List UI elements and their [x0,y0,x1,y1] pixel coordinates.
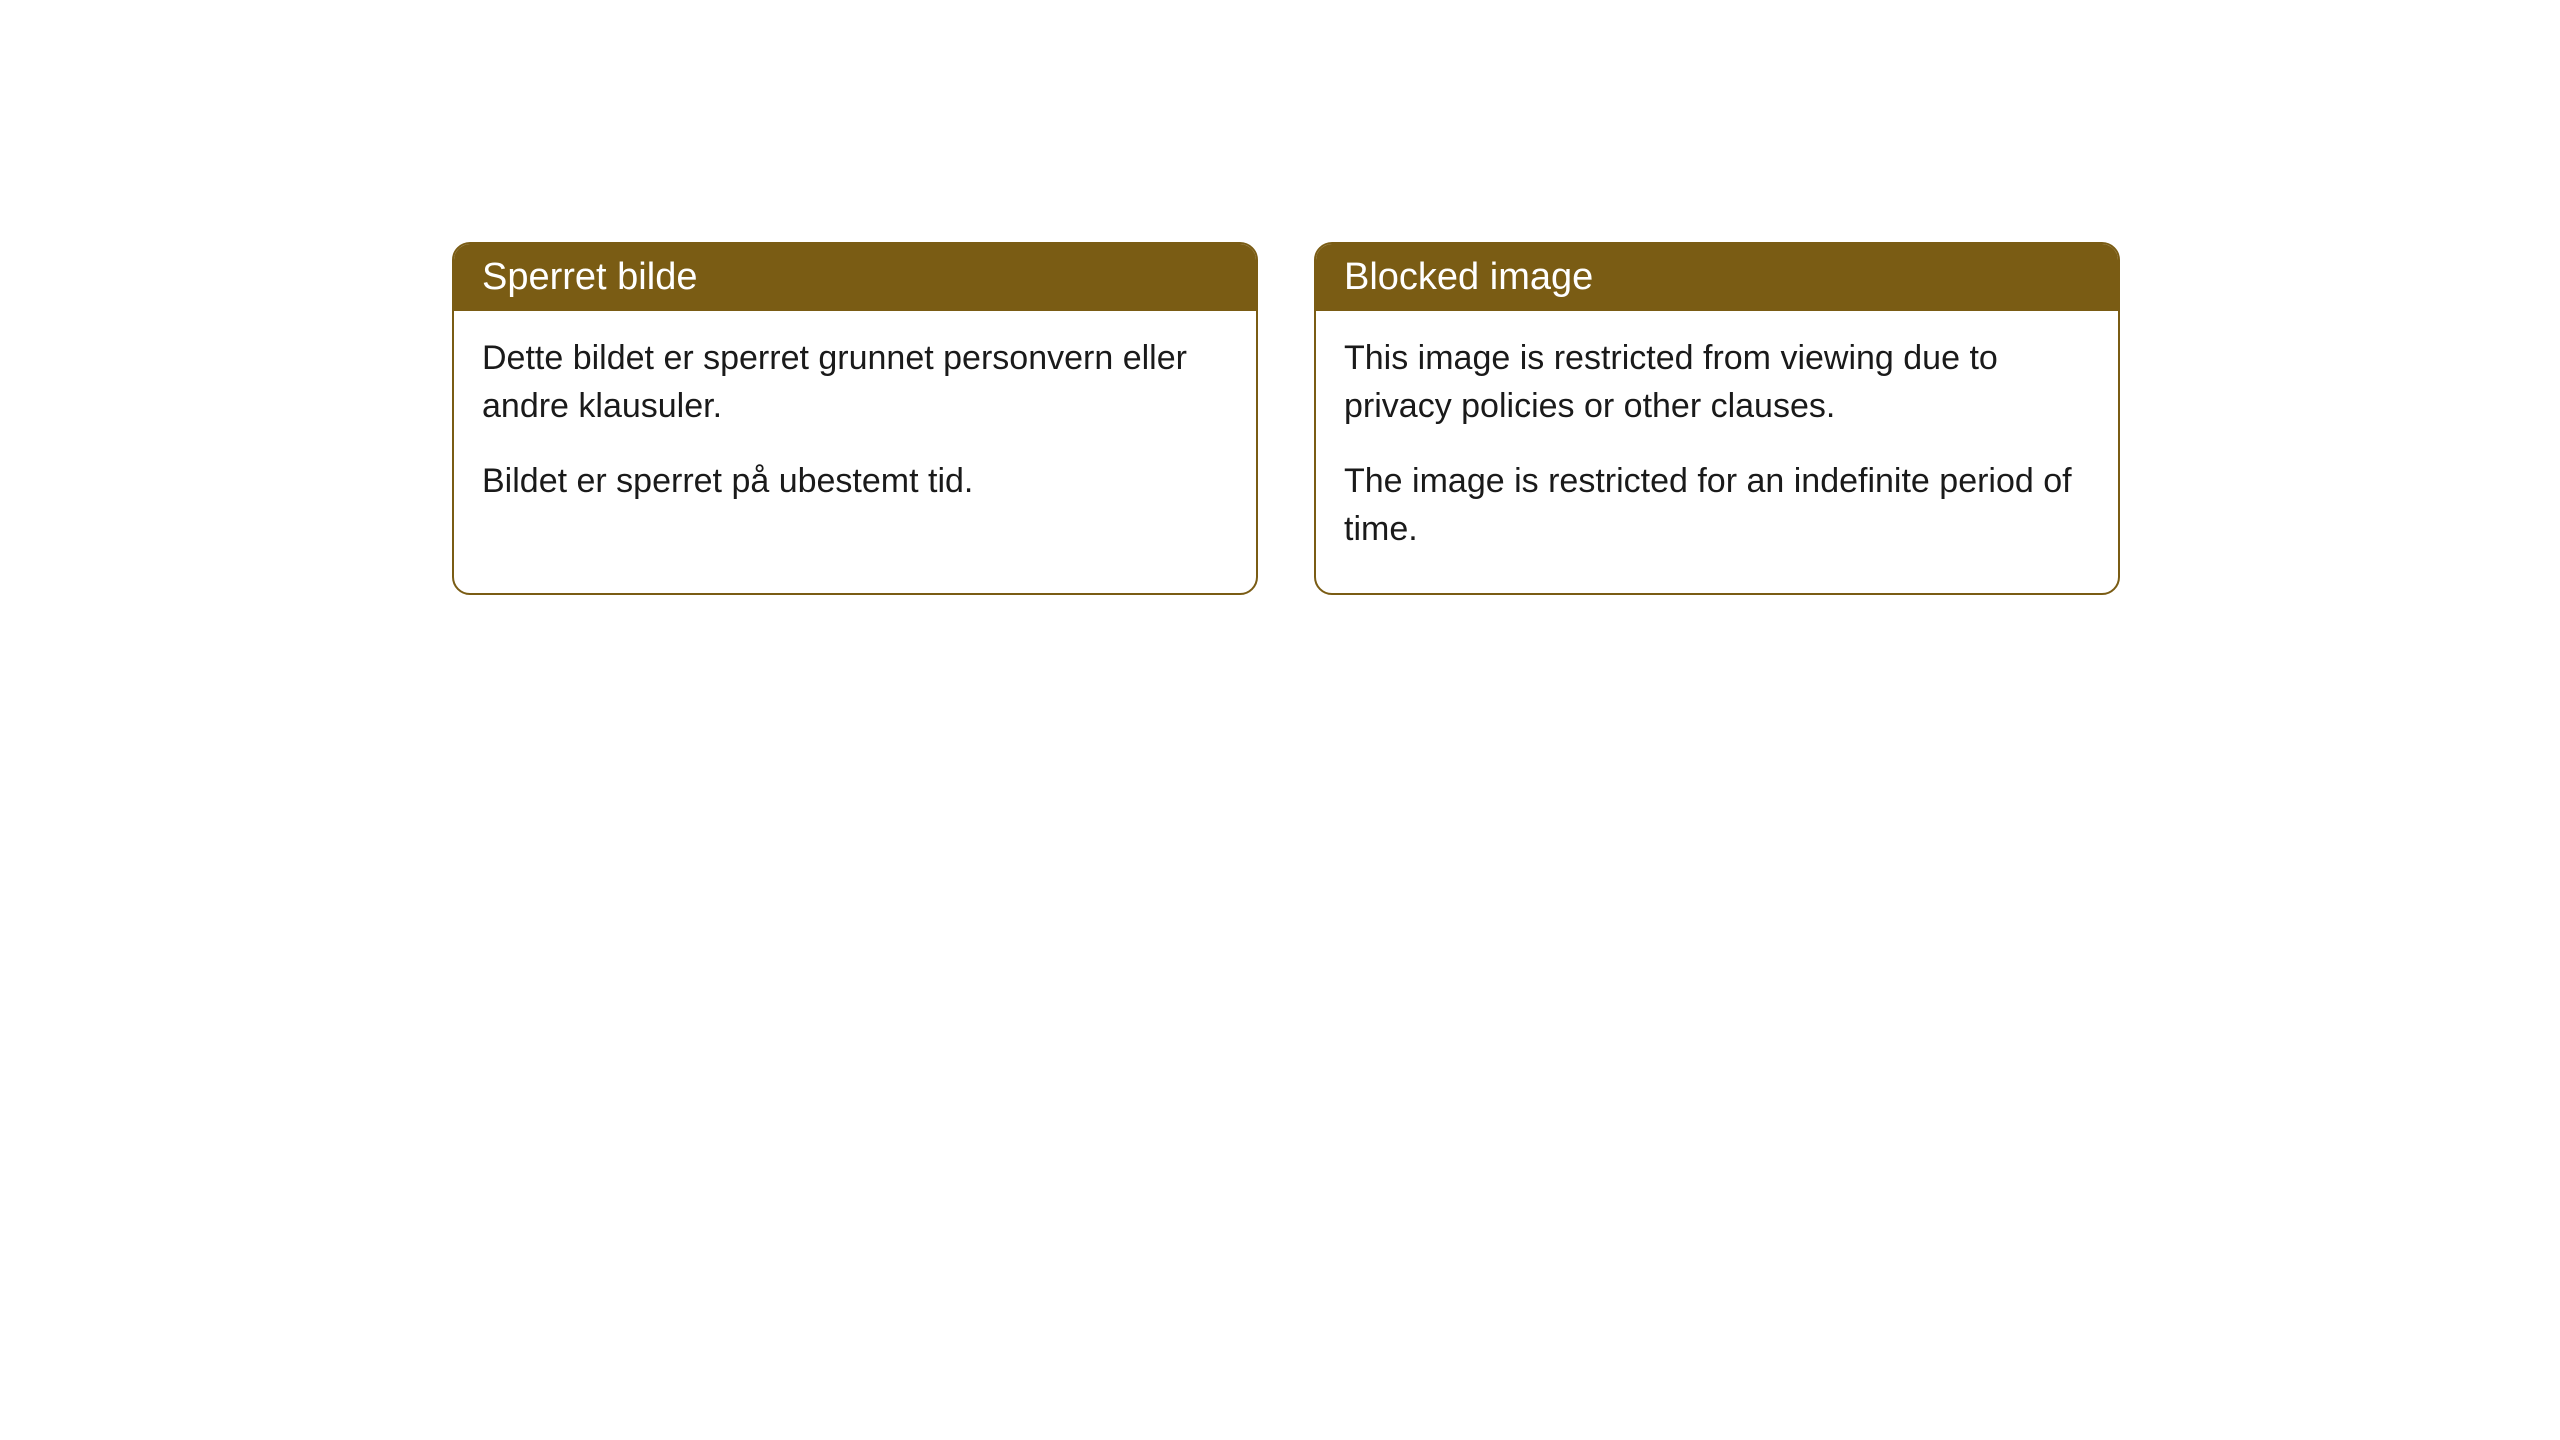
notice-cards-container: Sperret bilde Dette bildet er sperret gr… [452,242,2120,595]
card-body: This image is restricted from viewing du… [1316,311,2118,593]
card-body: Dette bildet er sperret grunnet personve… [454,311,1256,546]
card-header: Blocked image [1316,244,2118,311]
card-title: Sperret bilde [482,256,697,298]
notice-paragraph: Bildet er sperret på ubestemt tid. [482,458,1228,506]
notice-card-english: Blocked image This image is restricted f… [1314,242,2120,595]
notice-paragraph: Dette bildet er sperret grunnet personve… [482,335,1228,430]
notice-paragraph: This image is restricted from viewing du… [1344,335,2090,430]
notice-card-norwegian: Sperret bilde Dette bildet er sperret gr… [452,242,1258,595]
notice-paragraph: The image is restricted for an indefinit… [1344,458,2090,553]
card-title: Blocked image [1344,256,1593,298]
card-header: Sperret bilde [454,244,1256,311]
